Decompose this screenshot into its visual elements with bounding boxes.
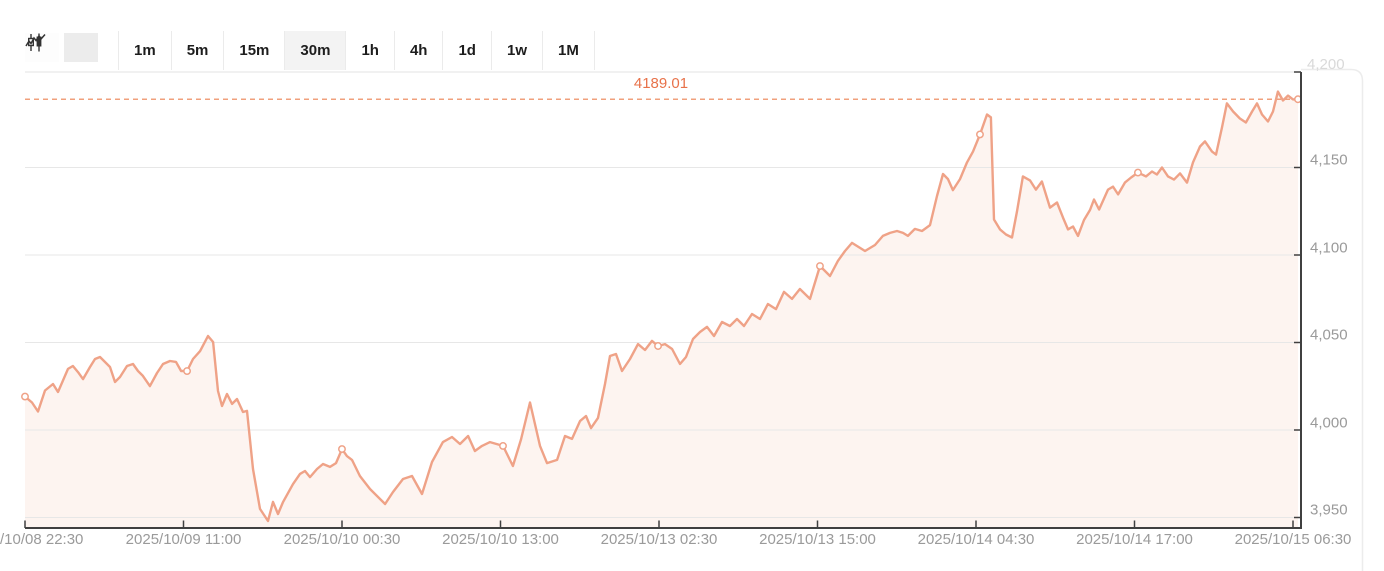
axis-panel-border <box>1301 68 1364 571</box>
data-point-marker <box>816 262 824 270</box>
x-axis-label: 2025/10/13 15:00 <box>759 531 876 548</box>
timeframe-button-1d[interactable]: 1d <box>443 31 492 70</box>
line-chart-icon <box>25 34 46 47</box>
timeframe-button-1h[interactable]: 1h <box>346 31 395 70</box>
data-point-marker <box>338 445 346 454</box>
timeframe-button-1w[interactable]: 1w <box>491 31 543 70</box>
y-axis-label-faint: 4,200 <box>1307 56 1345 73</box>
price-line <box>23 90 1300 523</box>
timeframe-group: 1m 5m 15m 30m 1h 4h 1d 1w 1M <box>118 31 595 70</box>
x-axis-label: 2025/10/13 02:30 <box>600 531 718 548</box>
timeframe-button-5m[interactable]: 5m <box>171 31 225 70</box>
chart-type-switcher <box>25 33 98 62</box>
data-point-marker <box>499 441 507 450</box>
timeframe-button-4h[interactable]: 4h <box>394 31 444 70</box>
data-point-marker <box>976 130 984 139</box>
x-axis-label: 2025/10/08 22:30 <box>0 531 84 548</box>
x-axis-label: 2025/10/09 11:00 <box>125 531 242 548</box>
chart-type-line-button[interactable] <box>25 33 98 62</box>
timeframe-button-30m[interactable]: 30m <box>285 31 347 70</box>
timeframe-button-1M[interactable]: 1M <box>543 31 594 70</box>
last-price-label: 4189.01 <box>633 75 689 92</box>
timeframe-button-15m[interactable]: 15m <box>224 31 286 70</box>
x-axis-label: 2025/10/10 13:00 <box>442 531 559 548</box>
data-point-marker <box>183 367 192 375</box>
y-axis-label: 4,050 <box>1310 326 1348 344</box>
chart-toolbar: 1m 5m 15m 30m 1h 4h 1d 1w 1M <box>0 0 1384 70</box>
price-area-fill <box>25 91 1298 527</box>
x-axis-label: 2025/10/14 17:00 <box>1076 531 1193 548</box>
timeframe-button-1m[interactable]: 1m <box>119 31 172 70</box>
y-axis-label: 4,150 <box>1310 151 1348 169</box>
y-axis-label: 3,950 <box>1310 501 1348 519</box>
y-axis-label: 4,000 <box>1310 414 1348 431</box>
x-axis-label: 2025/10/14 04:30 <box>917 531 1035 548</box>
data-point-marker <box>21 392 29 401</box>
y-axis-label: 4,100 <box>1310 239 1348 256</box>
data-point-marker <box>654 342 662 350</box>
data-point-marker <box>1133 168 1142 177</box>
x-axis-label: 2025/10/15 06:30 <box>1234 531 1352 548</box>
x-axis-label: 2025/10/10 00:30 <box>283 531 401 548</box>
